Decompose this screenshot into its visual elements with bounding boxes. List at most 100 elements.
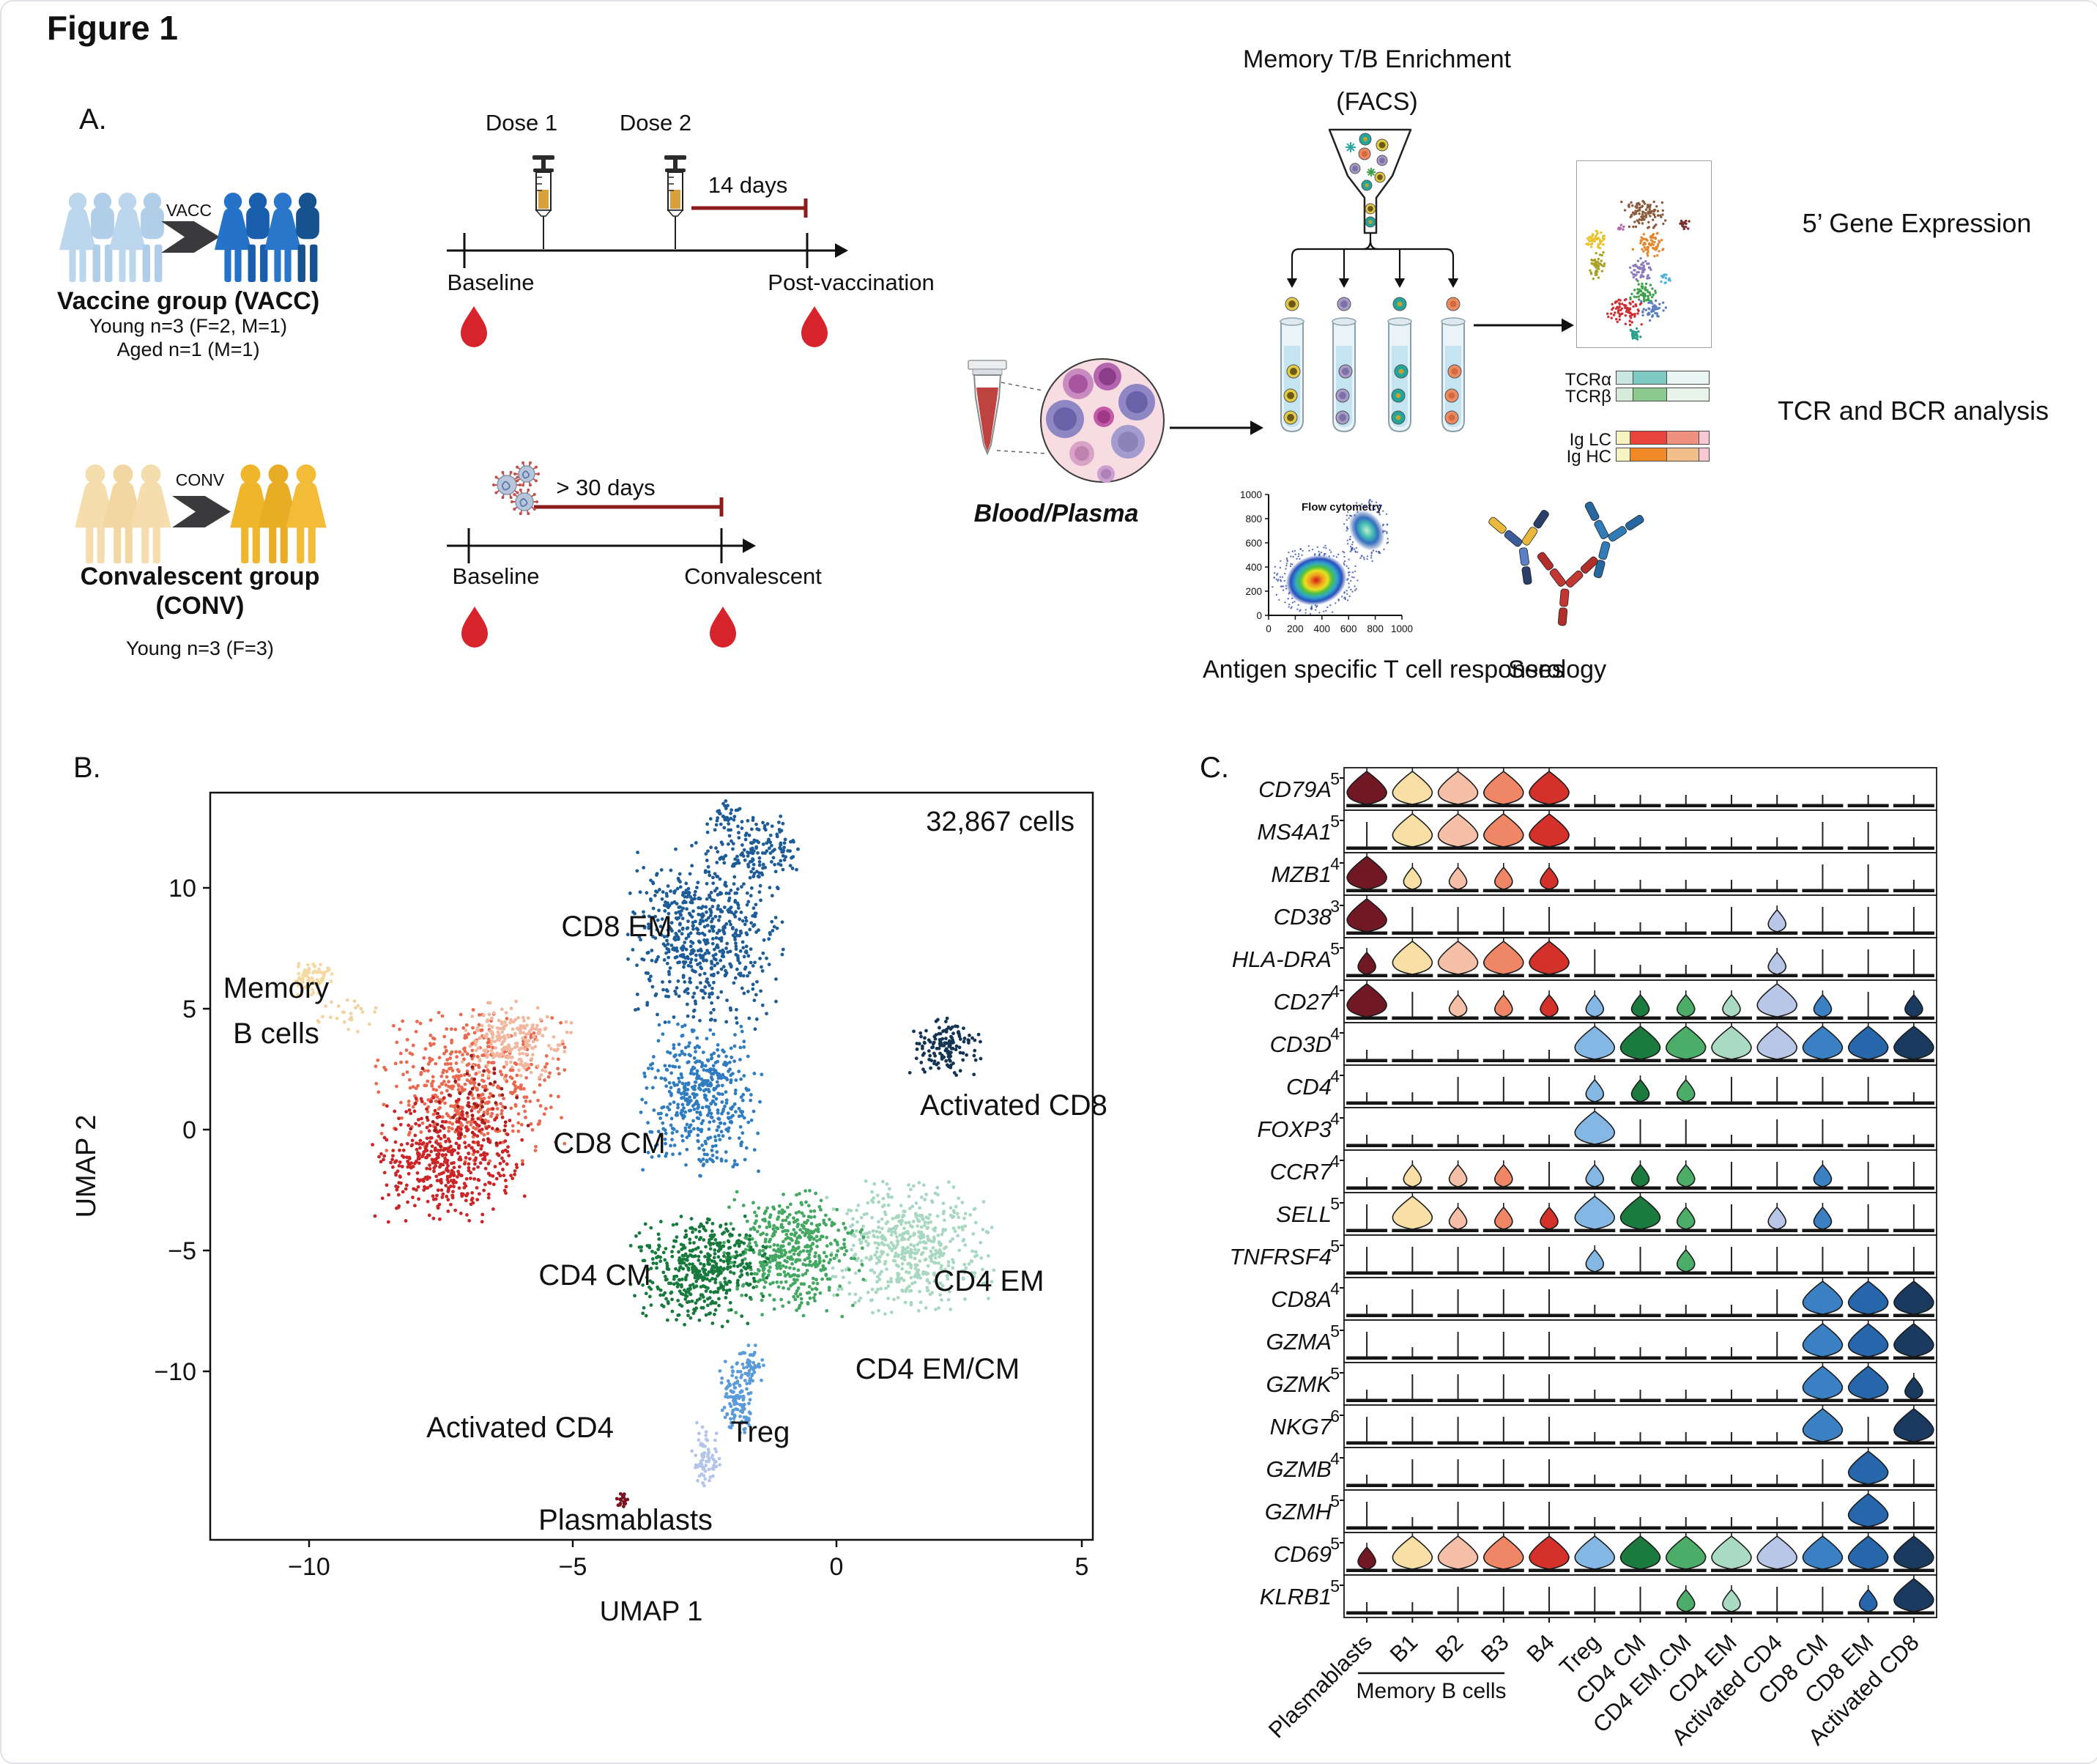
people-group-before-conv (75, 464, 171, 563)
people-group-after-conv (230, 464, 326, 563)
svg-text:0: 0 (1256, 610, 1262, 621)
test-tube-icon (1441, 318, 1465, 431)
umap-cluster-label: CD4 EM/CM (855, 1353, 1020, 1385)
svg-text:0: 0 (830, 1553, 844, 1581)
svg-text:400: 400 (1314, 623, 1331, 634)
gene-label: MZB1 (1271, 861, 1332, 887)
cell-dot-icon (1284, 389, 1297, 402)
blood-drop-icon (461, 607, 488, 648)
umap-cluster-label: Memory (223, 972, 329, 1004)
svg-text:Flow cytometry: Flow cytometry (1302, 501, 1383, 514)
cell-dot-icon (1445, 411, 1458, 424)
cell-dot-icon (1392, 411, 1405, 424)
svg-text:5: 5 (1075, 1553, 1089, 1581)
convalescent-group-diagram (42, 415, 357, 573)
cell-dot-icon (1395, 365, 1408, 378)
cell-dot-icon (1393, 297, 1406, 311)
gene-label: HLA-DRA (1232, 946, 1332, 972)
ig-hc-bar (1616, 448, 1710, 462)
gene-label: CD8A (1271, 1286, 1332, 1312)
cell-dot-icon (1287, 365, 1300, 378)
umap-cluster-label: CD4 CM (538, 1259, 650, 1292)
convalescent-timeline (426, 412, 910, 690)
gene-label: CD69 (1274, 1541, 1332, 1567)
ig-lc-bar (1616, 431, 1710, 445)
svg-text:0: 0 (182, 1116, 196, 1144)
cell-dot-icon (1447, 297, 1460, 311)
umap-cluster-label: 32,867 cells (926, 807, 1075, 837)
svg-text:10: 10 (168, 875, 196, 903)
umap-cluster-label: Activated CD8 (920, 1089, 1107, 1122)
violin-plot-matrix: CD79A5MS4A15MZB14CD383HLA-DRA5CD274CD3D4… (1195, 749, 2097, 1763)
chevron-arrow-icon (172, 496, 231, 527)
people-group-before-vacc (59, 193, 164, 282)
umap-cluster-label: CD4 EM (933, 1265, 1044, 1297)
dendritic-cell-icon (1346, 142, 1356, 152)
people-group-after-vacc (215, 193, 319, 282)
blood-drop-icon (801, 306, 828, 347)
cell-dot-icon (1362, 180, 1372, 190)
cell-dot-icon (1359, 148, 1370, 160)
svg-text:400: 400 (1245, 562, 1262, 573)
tcr-bcr-caption: TCR and BCR analysis (1726, 396, 2097, 426)
syringe-icon (532, 155, 554, 249)
tcr-alpha-bar (1616, 371, 1710, 385)
gene-label: MS4A1 (1257, 819, 1332, 845)
umap-cluster-label: Plasmablasts (538, 1504, 713, 1536)
antibody-icon (1487, 508, 1559, 589)
gene-label: SELL (1276, 1201, 1332, 1227)
gene-label: GZMB (1266, 1456, 1332, 1482)
blood-sample-diagram (950, 342, 1272, 536)
svg-text:200: 200 (1245, 586, 1262, 597)
cell-dot-icon (1392, 389, 1405, 402)
test-tube-icon (1280, 318, 1304, 431)
umap-cluster-label: CD8 CM (553, 1127, 665, 1160)
svg-text:−10: −10 (154, 1358, 196, 1386)
svg-text:1000: 1000 (1240, 489, 1262, 500)
syringe-icon (664, 155, 686, 249)
svg-text:−5: −5 (168, 1237, 196, 1265)
virus-icon (511, 489, 538, 515)
svg-text:800: 800 (1367, 623, 1384, 634)
vaccination-timeline (426, 104, 910, 412)
figure-title: Figure 1 (47, 9, 178, 48)
gene-label: CD79A (1258, 777, 1332, 802)
test-tube-icon (1332, 318, 1356, 431)
virus-icon (492, 471, 522, 499)
cell-dot-icon (1375, 172, 1385, 182)
gene-label: TNFRSF4 (1230, 1244, 1332, 1270)
cell-dot-icon (1339, 365, 1352, 378)
convalescent-group-title2: (CONV) (49, 592, 351, 620)
cell-dot-icon (1359, 133, 1371, 145)
facs-sorting-diagram (1232, 89, 1584, 448)
svg-text:1000: 1000 (1391, 623, 1413, 634)
cell-dot-icon (1336, 411, 1349, 424)
gene-label: CD3D (1270, 1031, 1332, 1057)
serology-label: Serology (1477, 656, 1638, 684)
panel-a-label: A. (79, 103, 107, 136)
svg-text:−5: −5 (559, 1553, 587, 1581)
cell-dot-icon (1284, 411, 1297, 424)
convalescent-group-sub1: Young n=3 (F=3) (49, 637, 351, 660)
blood-drop-icon (710, 607, 736, 648)
umap-cluster-label: CD8 EM (561, 911, 672, 943)
violin-category-label: B1 (1385, 1629, 1423, 1667)
gene-label: CD4 (1286, 1074, 1332, 1100)
gene-label: FOXP3 (1257, 1116, 1332, 1142)
gene-label: GZMK (1266, 1371, 1332, 1397)
gene-label: KLRB1 (1260, 1584, 1332, 1609)
